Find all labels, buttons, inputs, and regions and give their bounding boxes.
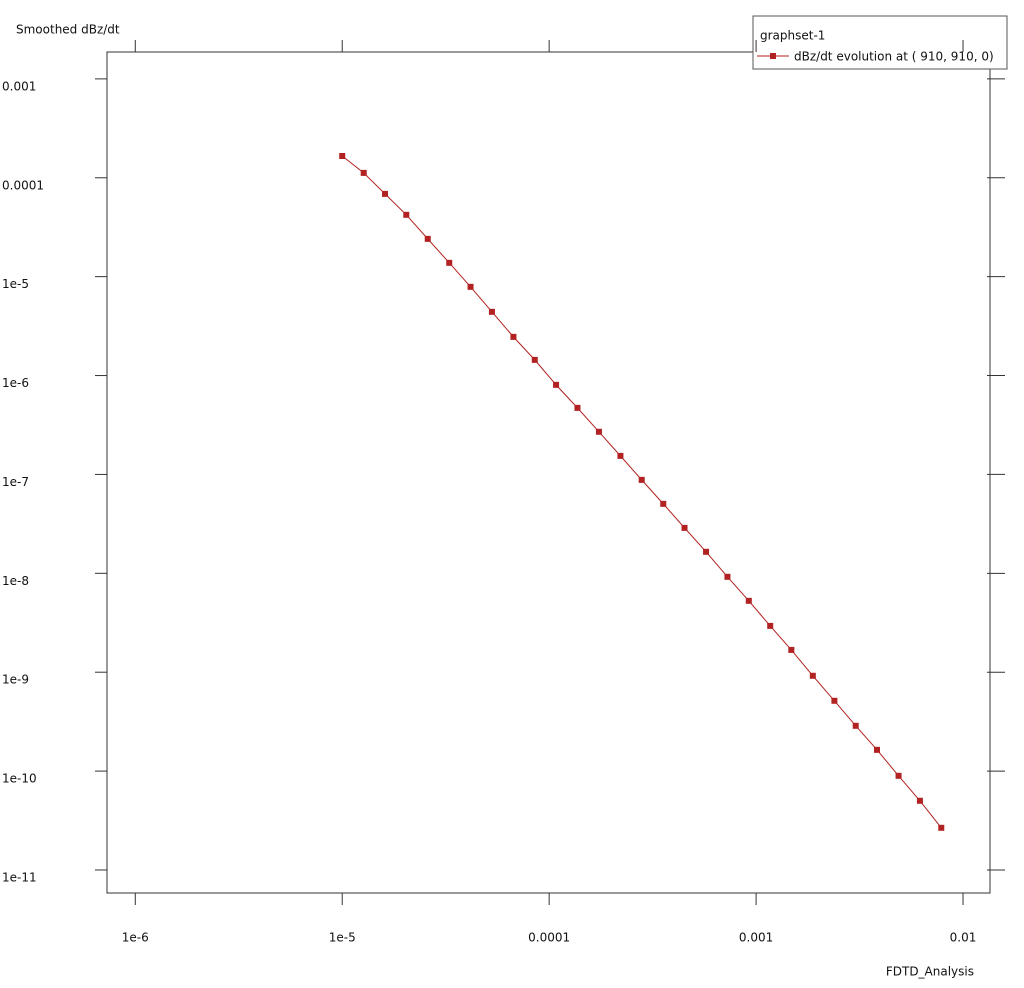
data-point <box>745 597 752 604</box>
y-tick-label: 0.0001 <box>2 178 44 192</box>
data-point <box>382 190 389 197</box>
data-point <box>553 381 560 388</box>
y-tick-label: 1e-11 <box>2 870 37 884</box>
x-tick-label: 1e-5 <box>329 931 356 945</box>
data-point <box>916 797 923 804</box>
data-point <box>938 824 945 831</box>
data-point <box>831 697 838 704</box>
data-line <box>341 155 942 829</box>
x-axis-label: FDTD_Analysis <box>886 965 974 979</box>
data-point <box>852 722 859 729</box>
legend-box <box>752 15 1008 70</box>
y-tick-label: 0.001 <box>2 79 36 93</box>
data-point <box>574 404 581 411</box>
data-point <box>360 169 367 176</box>
data-point <box>660 500 667 507</box>
data-point <box>874 746 881 753</box>
data-point <box>724 573 731 580</box>
data-point <box>681 524 688 531</box>
data-point <box>767 622 774 629</box>
y-tick-label: 1e-7 <box>2 475 29 489</box>
data-point <box>595 428 602 435</box>
data-point <box>446 259 453 266</box>
legend-title: graphset-1 <box>760 29 825 43</box>
plot-frame <box>106 51 991 894</box>
y-tick-label: 1e-6 <box>2 376 29 390</box>
y-tick-label: 1e-8 <box>2 574 29 588</box>
data-point <box>638 476 645 483</box>
data-point <box>467 283 474 290</box>
legend: graphset-1 dBz/dt evolution at ( 910, 91… <box>752 15 1008 70</box>
x-tick-label: 1e-6 <box>122 931 149 945</box>
y-tick-label: 1e-9 <box>2 673 29 687</box>
data-point <box>424 235 431 242</box>
y-tick-label: 1e-5 <box>2 277 29 291</box>
data-point <box>339 153 346 160</box>
x-tick-label: 0.001 <box>739 931 773 945</box>
data-point <box>788 646 795 653</box>
data-point <box>895 772 902 779</box>
x-tick-label: 0.0001 <box>528 931 570 945</box>
data-point <box>617 452 624 459</box>
x-tick-label: 0.01 <box>950 931 977 945</box>
data-point <box>510 333 517 340</box>
data-point <box>403 211 410 218</box>
data-point <box>809 672 816 679</box>
legend-marker <box>770 53 776 59</box>
data-point <box>531 356 538 363</box>
data-point <box>703 548 710 555</box>
y-axis-label: Smoothed dBz/dt <box>16 23 120 37</box>
legend-label: dBz/dt evolution at ( 910, 910, 0) <box>794 50 994 64</box>
y-tick-label: 1e-10 <box>2 772 37 786</box>
data-point <box>488 308 495 315</box>
